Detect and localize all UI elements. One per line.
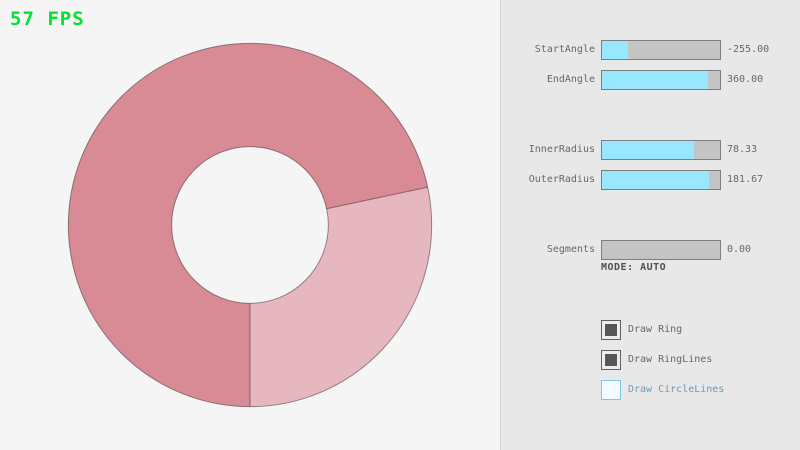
draw-circlelines-row: Draw CircleLines [501, 380, 800, 400]
slider-fill [602, 141, 695, 159]
segments-value: 0.00 [727, 244, 752, 255]
slider-fill [602, 71, 709, 89]
ring-chart [67, 42, 433, 408]
slider-fill [602, 41, 628, 59]
fps-counter: 57 FPS [10, 8, 85, 30]
slider-row-segments: Segments 0.00 [501, 240, 800, 260]
outer-radius-label: OuterRadius [528, 174, 595, 185]
start-angle-label: StartAngle [534, 44, 595, 55]
slider-row-inner-radius: InnerRadius 78.33 [501, 140, 800, 160]
inner-radius-value: 78.33 [727, 144, 758, 155]
outer-radius-slider[interactable] [601, 170, 721, 190]
draw-ringlines-checkbox[interactable] [601, 350, 621, 370]
end-angle-value: 360.00 [727, 74, 764, 85]
segments-label: Segments [546, 244, 595, 255]
inner-radius-slider[interactable] [601, 140, 721, 160]
draw-ring-checkbox[interactable] [601, 320, 621, 340]
start-angle-slider[interactable] [601, 40, 721, 60]
mode-text: MODE: AUTO [601, 262, 667, 273]
end-angle-label: EndAngle [546, 74, 595, 85]
draw-ring-label: Draw Ring [628, 324, 683, 335]
draw-ringlines-label: Draw RingLines [628, 354, 713, 365]
checkbox-check-mark [605, 324, 617, 336]
draw-circlelines-checkbox[interactable] [601, 380, 621, 400]
draw-ringlines-row: Draw RingLines [501, 350, 800, 370]
outer-radius-value: 181.67 [727, 174, 764, 185]
slider-row-end-angle: EndAngle 360.00 [501, 70, 800, 90]
slider-row-outer-radius: OuterRadius 181.67 [501, 170, 800, 190]
inner-radius-label: InnerRadius [528, 144, 595, 155]
slider-fill [602, 171, 710, 189]
controls-panel: StartAngle -255.00 EndAngle 360.00 Inner… [500, 0, 800, 450]
draw-circlelines-label: Draw CircleLines [628, 384, 725, 395]
checkbox-check-mark [605, 354, 617, 366]
start-angle-value: -255.00 [727, 44, 770, 55]
end-angle-slider[interactable] [601, 70, 721, 90]
draw-ring-row: Draw Ring [501, 320, 800, 340]
segments-slider[interactable] [601, 240, 721, 260]
slider-row-start-angle: StartAngle -255.00 [501, 40, 800, 60]
